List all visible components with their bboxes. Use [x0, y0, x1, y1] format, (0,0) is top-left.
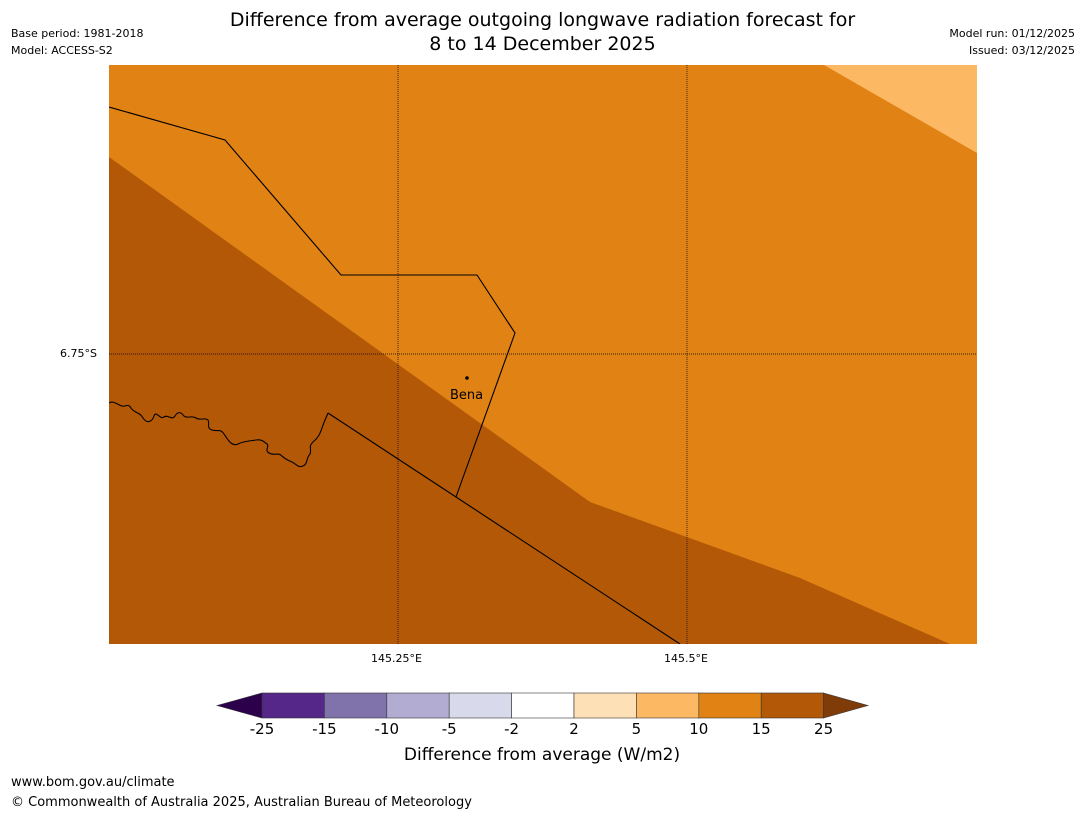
place-label-bena: Bena	[450, 388, 484, 403]
colorbar-tick-label: 10	[689, 720, 709, 738]
colorbar-segment	[698, 692, 762, 719]
colorbar-segment	[573, 692, 637, 719]
band-15-25	[109, 157, 950, 644]
colorbar-segment	[511, 692, 575, 719]
lat-label: 6.75°S	[60, 347, 97, 360]
footer-copyright: © Commonwealth of Australia 2025, Austra…	[11, 795, 472, 810]
boundary-south	[327, 412, 681, 644]
map-title: Difference from average outgoing longwav…	[0, 8, 1085, 56]
colorbar-extend-low	[215, 692, 263, 719]
colorbar-segment	[636, 692, 700, 719]
colorbar-tick-label: -15	[312, 720, 337, 738]
issued-date: Issued: 03/12/2025	[968, 44, 1075, 57]
colorbar-tick-label: -5	[441, 720, 457, 738]
colorbar-tick-label: 25	[814, 720, 834, 738]
lon-label-1: 145.25°E	[371, 652, 422, 665]
lon-label-2: 145.5°E	[664, 652, 708, 665]
boundary-west	[109, 401, 329, 468]
colorbar-segment	[324, 692, 388, 719]
footer-url[interactable]: www.bom.gov.au/climate	[11, 775, 175, 790]
band-5-10	[824, 65, 977, 153]
colorbar-segment	[261, 692, 325, 719]
base-period: Base period: 1981-2018	[11, 27, 144, 40]
colorbar-tick-label: -25	[249, 720, 275, 738]
boundary-north	[109, 106, 516, 498]
title-line-2: 8 to 14 December 2025	[429, 33, 656, 55]
colorbar-tick-label: -10	[374, 720, 400, 738]
colorbar-segment	[760, 692, 824, 719]
colorbar-tick-label: -2	[504, 720, 520, 738]
place-marker-bena	[465, 376, 469, 380]
colorbar-extend-high	[823, 692, 870, 719]
colorbar-segment	[386, 692, 450, 719]
title-line-1: Difference from average outgoing longwav…	[229, 9, 856, 31]
colorbar-title: Difference from average (W/m2)	[403, 745, 681, 765]
colorbar-tick-label: 2	[569, 720, 579, 738]
model-name: Model: ACCESS-S2	[11, 44, 113, 57]
colorbar-segment	[448, 692, 512, 719]
colorbar-tick-label: 15	[751, 720, 771, 738]
model-run: Model run: 01/12/2025	[949, 27, 1075, 40]
colorbar-tick-label: 5	[631, 720, 642, 738]
